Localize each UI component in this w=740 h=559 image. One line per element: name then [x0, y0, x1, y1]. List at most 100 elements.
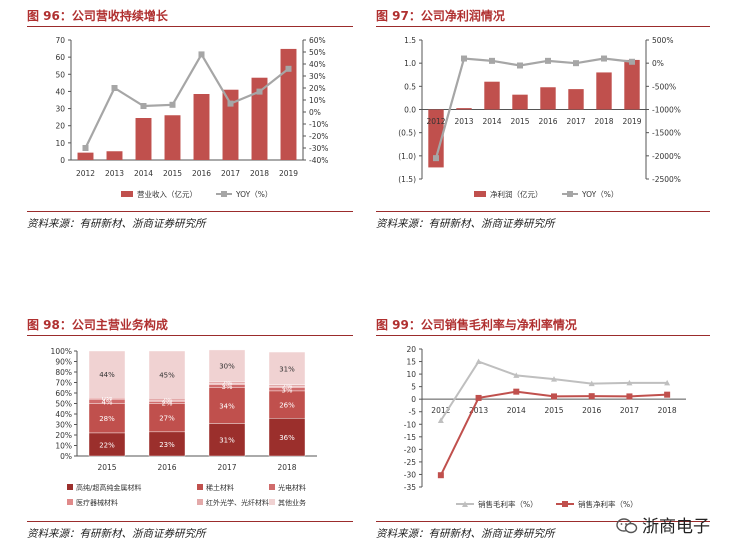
legend-label: 医疗器械材料 — [76, 498, 118, 507]
y2-tick-label: 60% — [309, 36, 326, 45]
bar — [164, 115, 181, 160]
y-tick-label: 50% — [55, 400, 72, 409]
y-tick-label: 40 — [55, 87, 65, 96]
series-line — [439, 390, 668, 476]
data-label: 28% — [99, 415, 115, 423]
figure-96-title: 图 96：公司营收持续增长 — [27, 9, 168, 23]
legend-swatch-bar — [474, 191, 486, 197]
watermark-text: 浙商电子 — [642, 517, 710, 537]
stack-segment — [148, 350, 186, 399]
y-tick-label: 70 — [55, 36, 65, 45]
x-tick-label: 2015 — [163, 169, 182, 178]
series-marker — [545, 57, 551, 64]
series-marker — [198, 51, 205, 58]
bar — [77, 152, 94, 160]
bar — [512, 94, 528, 110]
legend-label: 红外光学、光纤材料 — [206, 498, 269, 507]
x-tick-label: 2014 — [507, 406, 526, 415]
legend-label: 净利润（亿元） — [490, 189, 543, 199]
series-marker — [588, 393, 595, 400]
legend-swatch — [269, 484, 275, 490]
bar — [428, 109, 444, 168]
y2-tick-label: 0% — [309, 108, 321, 117]
bar — [106, 151, 123, 160]
y2-tick-label: -1000% — [652, 106, 681, 115]
y-tick-label: (1.5) — [398, 175, 416, 184]
data-label: 44% — [99, 371, 115, 379]
y-tick-label: 1.5 — [404, 36, 416, 45]
series-marker — [588, 380, 595, 387]
bar — [540, 87, 556, 110]
y2-tick-label: -2000% — [652, 152, 681, 161]
data-label: 4% — [101, 398, 112, 406]
y2-tick-label: 40% — [309, 60, 326, 69]
y2-tick-label: 500% — [652, 36, 673, 45]
series-line — [84, 52, 290, 149]
y-tick-label: 100% — [51, 347, 72, 356]
legend-label: 销售净利率（%） — [578, 499, 638, 509]
y-tick-label: -25 — [404, 458, 416, 467]
y2-tick-label: 0% — [652, 59, 664, 68]
stack-segment — [208, 387, 246, 424]
x-tick-label: 2018 — [658, 406, 677, 415]
x-tick-label: 2019 — [622, 117, 641, 126]
legend-swatch — [67, 499, 73, 505]
legend-label: 营业收入（亿元） — [137, 189, 197, 199]
data-label: 26% — [279, 402, 295, 410]
figure-98-chart: 0%10%20%30%40%50%60%70%80%90%100%22%28%4… — [51, 347, 317, 507]
series-marker — [111, 85, 118, 91]
bar — [222, 89, 239, 160]
data-label: 0% — [101, 395, 112, 403]
figure-99-title-rule — [376, 335, 710, 336]
y2-tick-label: -500% — [652, 82, 676, 91]
series-marker — [601, 55, 607, 62]
x-tick-label: 2016 — [157, 463, 176, 472]
series-marker — [461, 55, 467, 62]
data-label: 2% — [221, 380, 232, 388]
stack-segment — [268, 351, 306, 385]
x-tick-label: 2012 — [431, 406, 450, 415]
figure-99-source: 资料来源：有研新材、浙商证券研究所 — [376, 528, 555, 540]
y2-tick-label: 10% — [309, 96, 326, 105]
y-tick-label: 10 — [406, 370, 416, 379]
series-marker — [256, 88, 263, 95]
y2-tick-label: 30% — [309, 72, 326, 81]
bar — [280, 48, 297, 160]
x-tick-label: 2014 — [134, 169, 153, 178]
bar — [135, 118, 152, 160]
x-tick-label: 2015 — [510, 117, 529, 126]
bar — [484, 81, 500, 110]
y-tick-label: 80% — [55, 368, 72, 377]
wechat-icon — [616, 518, 638, 534]
series-marker — [664, 391, 671, 398]
x-tick-label: 2012 — [76, 169, 95, 178]
series-marker — [517, 62, 523, 69]
figure-97-title: 图 97：公司净利润情况 — [376, 9, 505, 23]
figure-96-chart: 0 10 20 30 40 50 60 70 -40% -30% -20% -10% 0% 10% 20% 3… — [55, 36, 328, 199]
figure-98-title: 图 98：公司主营业务构成 — [27, 318, 168, 332]
y-tick-label: 50 — [55, 70, 65, 79]
figure-96-source-rule — [27, 211, 353, 212]
stack-segment — [88, 403, 126, 434]
bar — [193, 94, 210, 160]
figure-97-chart: (1.5) (1.0) (0.5) 0.0 0.5 1.0 1.5 -2500% -2000% -… — [398, 36, 681, 199]
x-tick-label: 2017 — [566, 117, 585, 126]
series-marker — [513, 388, 520, 395]
x-tick-label: 2012 — [426, 117, 445, 126]
data-label: 31% — [219, 437, 235, 445]
y-tick-label: -10 — [404, 420, 416, 429]
data-label: 2% — [281, 383, 292, 391]
y-tick-label: 15 — [406, 358, 416, 367]
y-tick-label: 5 — [411, 383, 416, 392]
series-marker — [513, 372, 520, 378]
y2-tick-label: -40% — [309, 156, 328, 165]
series-marker — [437, 472, 444, 479]
legend-swatch-marker — [562, 501, 568, 507]
x-tick-label: 2015 — [97, 463, 116, 472]
stack-segment — [148, 403, 186, 433]
y-tick-label: 20 — [55, 122, 65, 131]
y2-tick-label: 50% — [309, 48, 326, 57]
series-marker — [169, 101, 176, 108]
series-marker — [433, 155, 439, 162]
data-label: 36% — [279, 434, 295, 442]
